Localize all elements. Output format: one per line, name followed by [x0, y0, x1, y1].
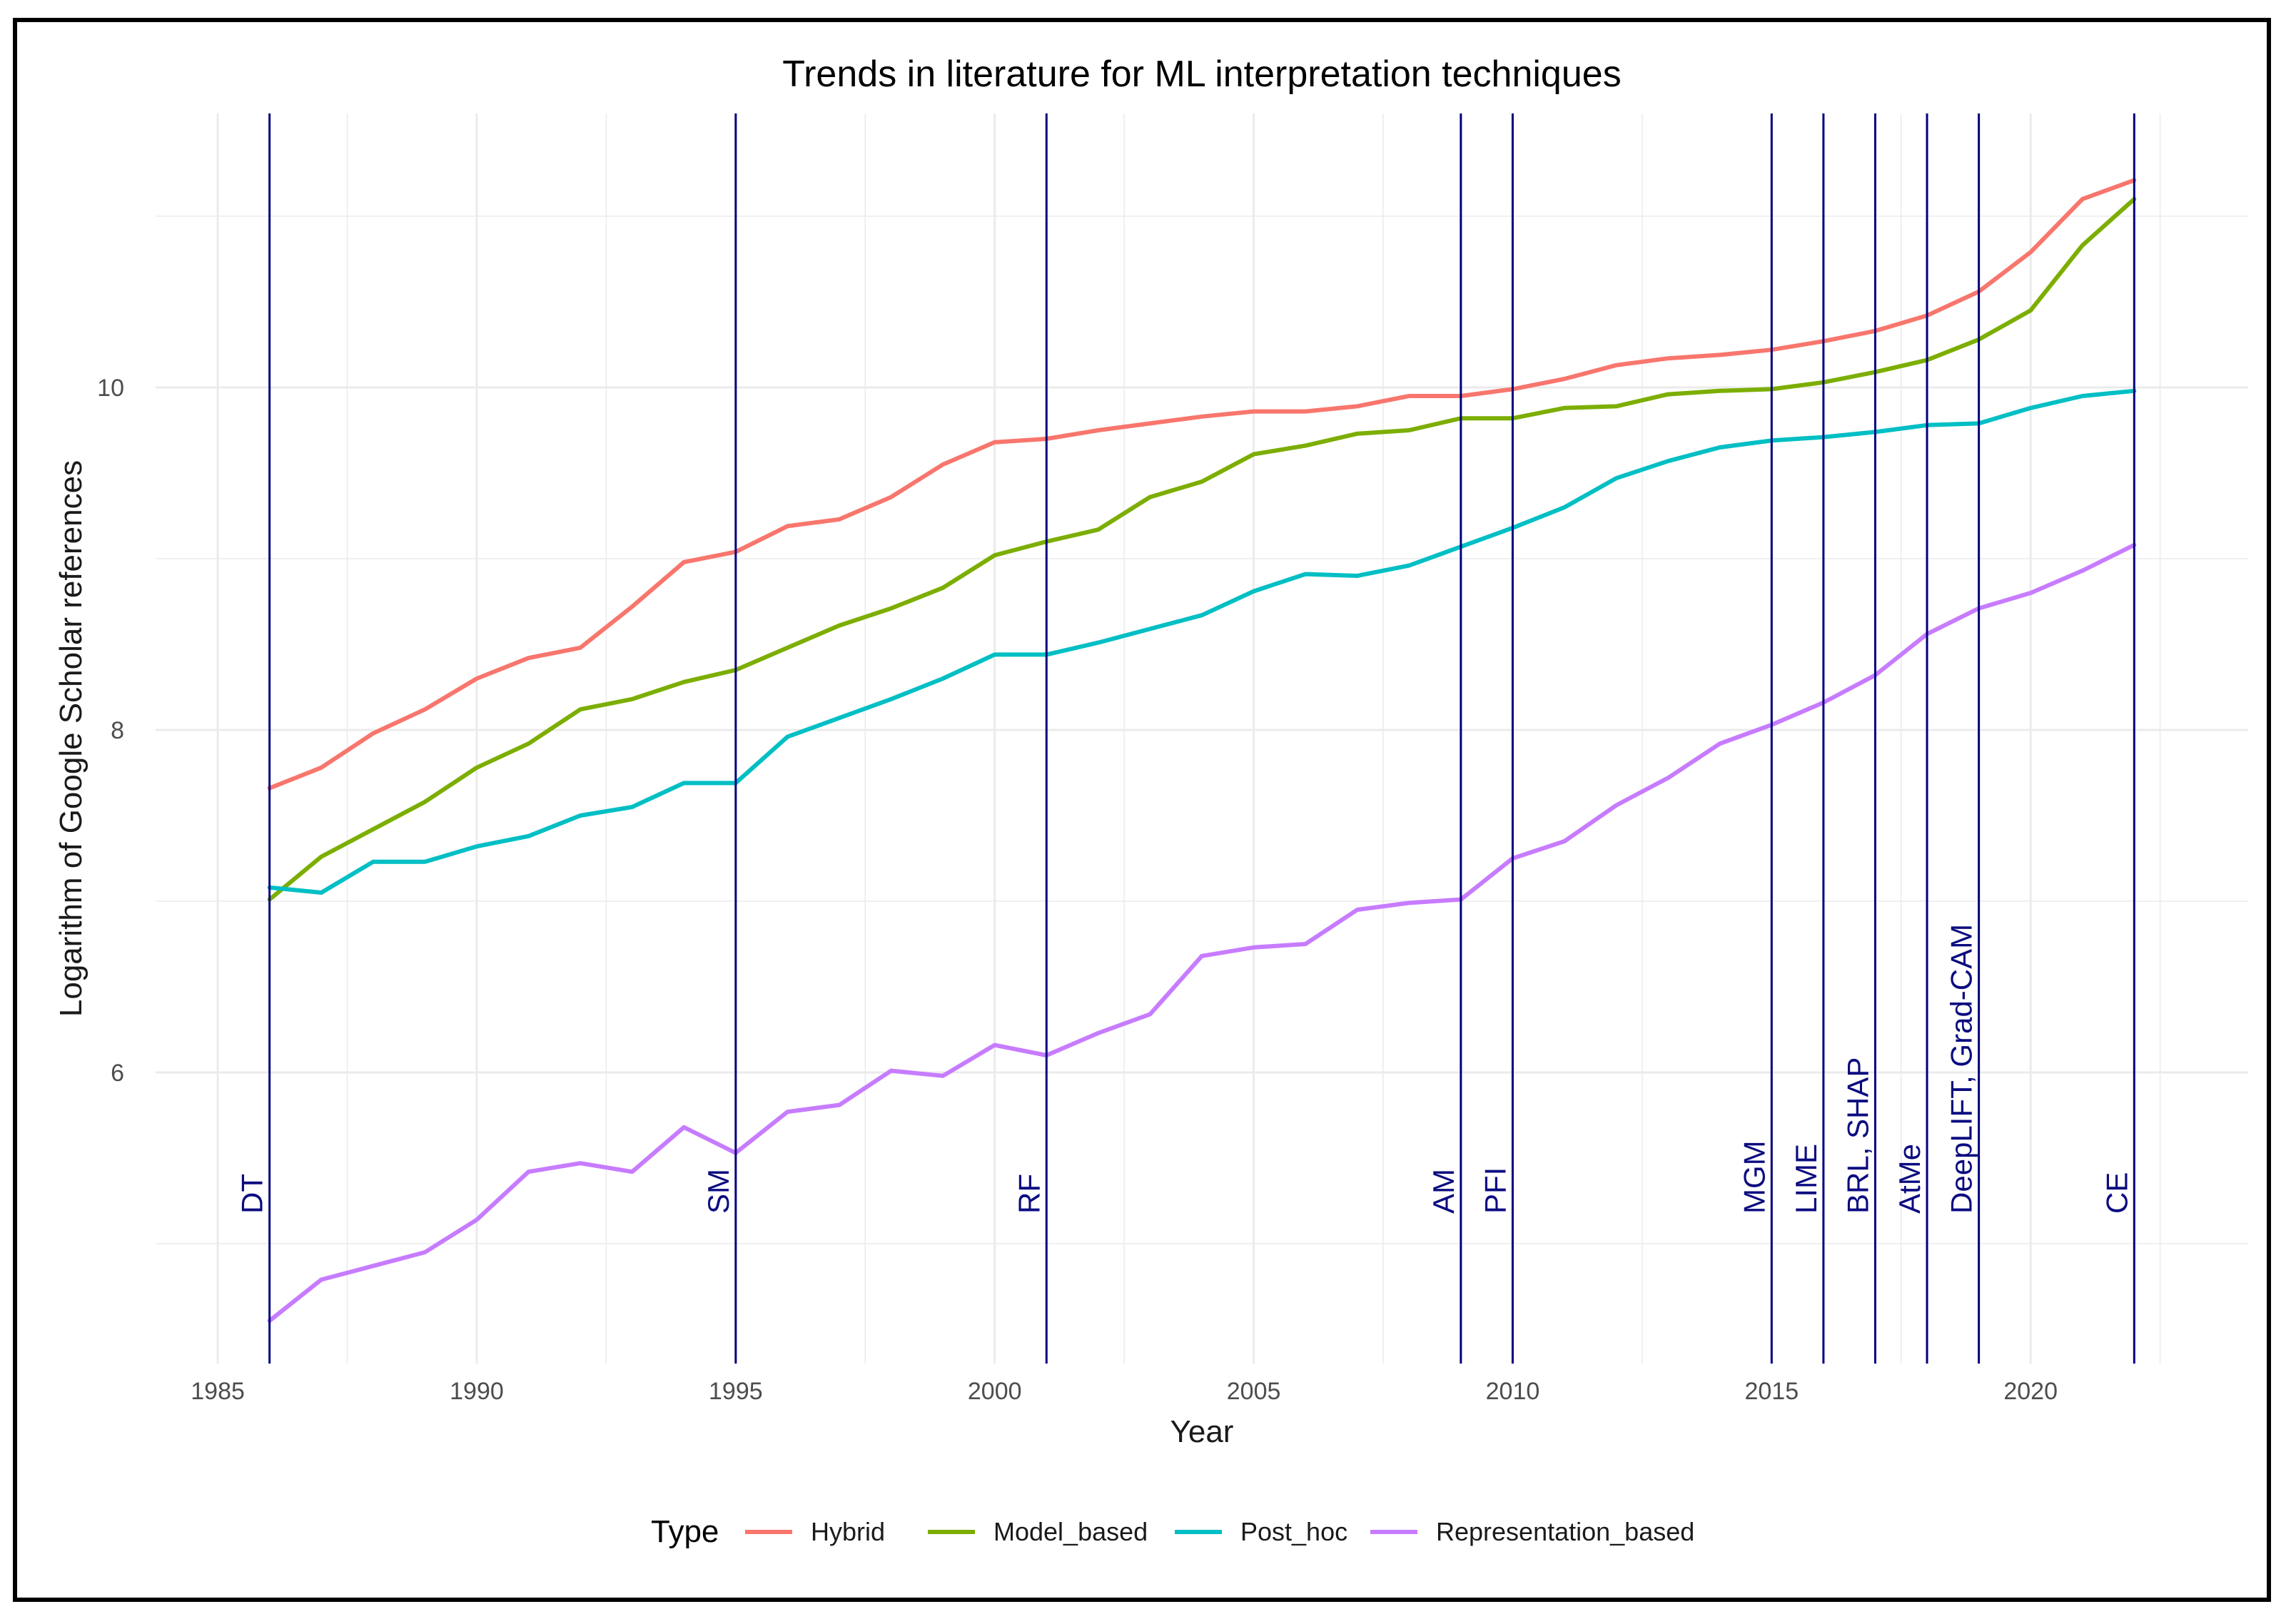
legend-label: Representation_based: [1436, 1517, 1694, 1546]
event-label: AtMe: [1893, 1144, 1926, 1214]
x-tick-label: 2015: [1744, 1378, 1799, 1405]
event-markers: DT SM RF AM PFI MGM LIME BRL, SHAP AtMe DeepLIFT,…: [236, 113, 2135, 1364]
event-label: RF: [1012, 1174, 1046, 1214]
x-tick-label: 2005: [1227, 1378, 1281, 1405]
event-label: SM: [702, 1169, 735, 1214]
event-label: PFI: [1478, 1167, 1512, 1214]
series-line-post-hoc: [267, 388, 2137, 895]
y-axis-title: Logarithm of Google Scholar references: [54, 460, 88, 1017]
x-tick-label: 2020: [2003, 1378, 2058, 1405]
event-label: BRL, SHAP: [1841, 1057, 1874, 1214]
series-line-hybrid: [267, 178, 2137, 791]
y-axis-ticks: 6 8 10: [97, 375, 124, 1087]
y-tick-label: 10: [97, 375, 124, 402]
series-line-model-based: [267, 197, 2137, 902]
event-label: CE: [2100, 1172, 2133, 1214]
y-tick-label: 6: [111, 1060, 124, 1087]
event-label: MGM: [1737, 1140, 1771, 1214]
figure-frame: Trends in literature for ML interpretati…: [13, 18, 2271, 1602]
legend: Type Hybrid Model_based Post_hoc Representa…: [651, 1514, 1694, 1549]
x-tick-label: 2000: [968, 1378, 1022, 1405]
legend-label: Hybrid: [811, 1517, 885, 1546]
event-label: DT: [236, 1174, 269, 1214]
x-tick-label: 1995: [709, 1378, 763, 1405]
event-label: AM: [1427, 1169, 1460, 1214]
x-tick-label: 1990: [450, 1378, 504, 1405]
y-tick-label: 8: [111, 717, 124, 744]
legend-label: Model_based: [993, 1517, 1148, 1546]
x-axis-title: Year: [1170, 1414, 1234, 1449]
x-tick-label: 1985: [191, 1378, 245, 1405]
plot-grid: [156, 113, 2248, 1364]
event-label: DeepLIFT, Grad-CAM: [1945, 924, 1978, 1214]
line-chart: Trends in literature for ML interpretati…: [54, 54, 2248, 1549]
x-tick-label: 2010: [1486, 1378, 1540, 1405]
legend-title: Type: [651, 1514, 719, 1549]
event-label: LIME: [1789, 1144, 1823, 1214]
x-axis-ticks: 1985 1990 1995 2000 2005 2010 2015 2020: [191, 1378, 2058, 1405]
chart-title: Trends in literature for ML interpretati…: [782, 54, 1621, 95]
legend-label: Post_hoc: [1240, 1517, 1347, 1546]
